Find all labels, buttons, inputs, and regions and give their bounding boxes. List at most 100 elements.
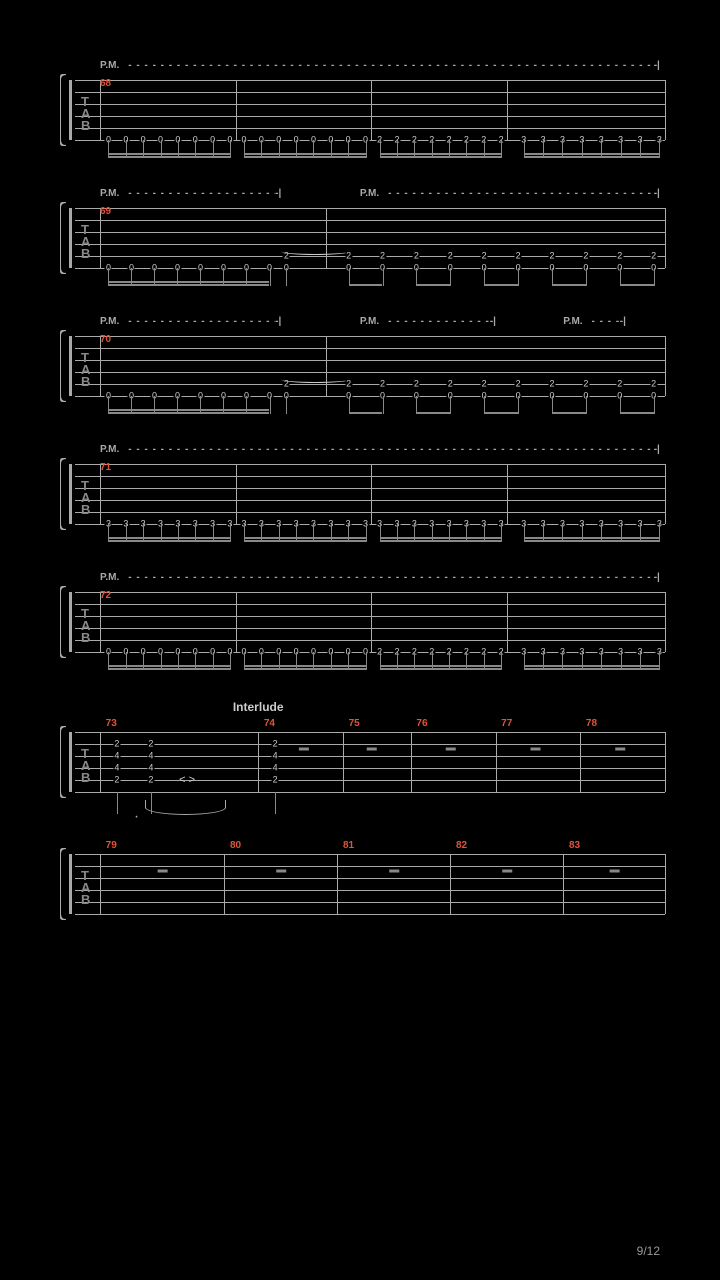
- fret-number: 2: [650, 252, 657, 261]
- palm-mute-dashes: - - - - - - - - - - - - - - - - - - - - …: [128, 188, 275, 199]
- measure-number: 68: [100, 78, 111, 89]
- stems-area: [100, 914, 665, 938]
- palm-mute-label: P.M.: [100, 444, 119, 455]
- rest-symbol: ▬: [446, 742, 455, 753]
- stems-area: [100, 268, 665, 292]
- fret-number: 2: [379, 252, 386, 261]
- fret-number: 2: [582, 252, 589, 261]
- palm-mute-dashes: - - - - - - - - - - - - - - - - - - - - …: [592, 316, 620, 327]
- measure-number: 69: [100, 206, 111, 217]
- palm-mute-label: P.M.: [360, 188, 379, 199]
- staff-bracket: [60, 74, 68, 146]
- rest-symbol: ▬: [610, 864, 619, 875]
- tab-staff: TAB 7133333333333333333333333333333333: [75, 464, 665, 524]
- palm-mute-dashes: - - - - - - - - - - - - - - - - - - - - …: [388, 188, 654, 199]
- tab-clef: TAB: [81, 224, 90, 260]
- rest-symbol: ▬: [158, 864, 167, 875]
- measure-number: 82: [456, 840, 467, 851]
- palm-mute-label: P.M.: [100, 60, 119, 71]
- staff-bracket: [60, 586, 68, 658]
- tab-staff: TAB7200000000000000002222222233333333: [75, 592, 665, 652]
- measure-block: P.M. - - - - - - - - - - - - - - - - - -…: [55, 316, 665, 396]
- fret-number: 2: [147, 740, 154, 749]
- tie-arc: [281, 248, 349, 255]
- rest-symbol: ▬: [367, 742, 376, 753]
- palm-mute-row: P.M. - - - - - - - - - - - - - - - - - -…: [100, 316, 665, 330]
- measure-number: 80: [230, 840, 241, 851]
- stems-area: [100, 652, 665, 676]
- measure-block: P.M. - - - - - - - - - - - - - - - - - -…: [55, 60, 665, 140]
- tab-staff: TAB 69000000002020202020202020202020: [75, 208, 665, 268]
- measure-number: 74: [264, 718, 275, 729]
- fret-number: 2: [413, 252, 420, 261]
- fret-number: 2: [616, 252, 623, 261]
- notes-area: 33333333333333333333333333333333: [100, 464, 665, 524]
- tab-clef: TAB: [81, 608, 90, 644]
- rest-symbol: ▬: [276, 864, 285, 875]
- fret-number: 2: [548, 380, 555, 389]
- fret-number: 2: [481, 252, 488, 261]
- rest-symbol: ▬: [531, 742, 540, 753]
- fret-number: 2: [272, 740, 279, 749]
- fret-number: 2: [272, 776, 279, 785]
- measure-number: 77: [501, 718, 512, 729]
- fret-number: 2: [447, 252, 454, 261]
- tab-clef: TAB: [81, 352, 90, 388]
- tie-arc: [281, 376, 349, 383]
- tab-clef: TAB: [81, 870, 90, 906]
- palm-mute-label: P.M.: [100, 188, 119, 199]
- palm-mute-label: P.M.: [100, 316, 119, 327]
- measure-number: 79: [106, 840, 117, 851]
- fret-number: 2: [582, 380, 589, 389]
- fret-number: 2: [481, 380, 488, 389]
- palm-mute-label: P.M.: [563, 316, 582, 327]
- fret-number: 2: [515, 380, 522, 389]
- fret-number: 4: [113, 752, 120, 761]
- measure-number: 71: [100, 462, 111, 473]
- measure-block: P.M. - - - - - - - - - - - - - - - - - -…: [55, 188, 665, 268]
- palm-mute-row: P.M. - - - - - - - - - - - - - - - - - -…: [100, 188, 665, 202]
- measure-block: 7980818283TAB▬▬▬▬▬: [55, 840, 665, 914]
- let-ring-glyph: < >: [179, 774, 195, 786]
- measure-block: Interlude737475767778TAB244224422442< >▬…: [55, 700, 665, 792]
- palm-mute-dashes: - - - - - - - - - - - - - - - - - - - - …: [128, 316, 275, 327]
- tab-clef: TAB: [81, 480, 90, 516]
- fret-number: 4: [113, 764, 120, 773]
- stems-area: ·: [100, 792, 665, 816]
- fret-number: 2: [345, 252, 352, 261]
- measure-number: 83: [569, 840, 580, 851]
- notes-area: 00000000000000002222222233333333: [100, 592, 665, 652]
- fret-number: 2: [447, 380, 454, 389]
- rest-symbol: ▬: [502, 864, 511, 875]
- rest-symbol: ▬: [615, 742, 624, 753]
- notes-area: ▬ ▬ ▬ ▬ ▬: [100, 854, 665, 914]
- palm-mute-dashes: - - - - - - - - - - - - - - - - - - - - …: [388, 316, 490, 327]
- stems-area: [100, 396, 665, 420]
- palm-mute-row: P.M. - - - - - - - - - - - - - - - - - -…: [100, 572, 665, 586]
- measure-block: P.M. - - - - - - - - - - - - - - - - - -…: [55, 572, 665, 652]
- staff-bracket: [60, 202, 68, 274]
- rest-symbol: ▬: [389, 864, 398, 875]
- palm-mute-label: P.M.: [100, 572, 119, 583]
- fret-number: 2: [113, 740, 120, 749]
- palm-mute-row: P.M. - - - - - - - - - - - - - - - - - -…: [100, 444, 665, 458]
- palm-mute-label: P.M.: [360, 316, 379, 327]
- fret-number: 2: [113, 776, 120, 785]
- measure-number: 70: [100, 334, 111, 345]
- fret-number: 2: [616, 380, 623, 389]
- fret-number: 4: [272, 764, 279, 773]
- measure-number: 75: [349, 718, 360, 729]
- fret-number: 2: [650, 380, 657, 389]
- fret-number: 2: [548, 252, 555, 261]
- tab-staff: TAB ▬ ▬ ▬ ▬ ▬: [75, 854, 665, 914]
- measure-number: 76: [416, 718, 427, 729]
- fret-number: 4: [272, 752, 279, 761]
- notes-area: 00000000000000002222222233333333: [100, 80, 665, 140]
- tab-staff: TAB70000000002020202020202020202020: [75, 336, 665, 396]
- fret-number: 2: [345, 380, 352, 389]
- notes-area: 000000002020202020202020202020: [100, 208, 665, 268]
- palm-mute-dashes: - - - - - - - - - - - - - - - - - - - - …: [128, 572, 653, 583]
- fret-number: 2: [379, 380, 386, 389]
- fret-number: 2: [515, 252, 522, 261]
- notes-area: 244224422442< >▬▬▬▬▬: [100, 732, 665, 792]
